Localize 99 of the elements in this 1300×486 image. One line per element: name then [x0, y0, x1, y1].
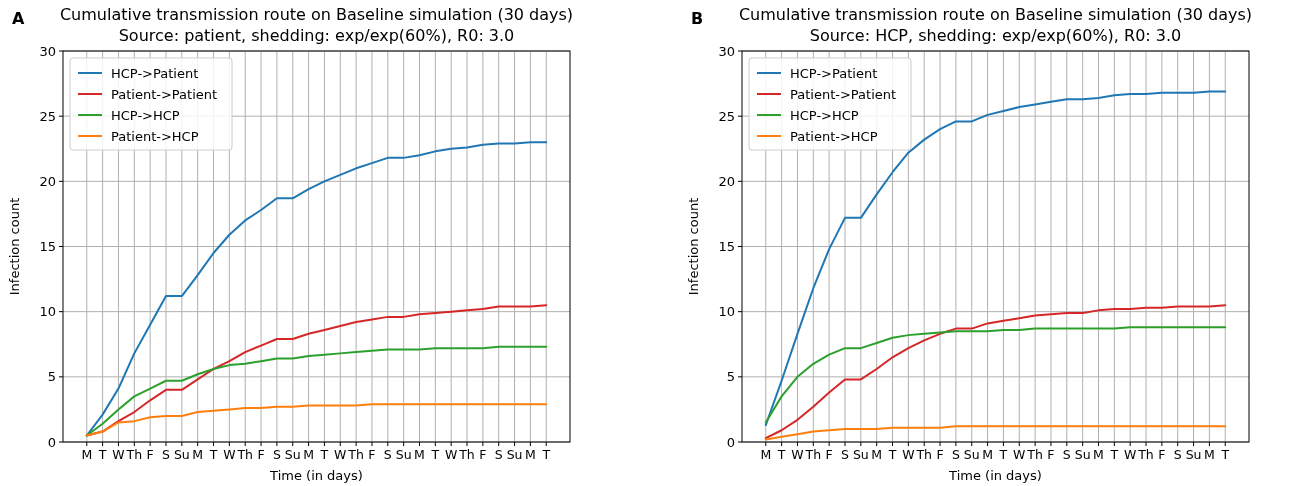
x-tick-label: M [871, 447, 883, 462]
x-tick-label: S [1173, 447, 1182, 462]
x-tick-label: S [494, 447, 503, 462]
x-tick-label: Su [852, 447, 869, 462]
x-tick-label: Su [1074, 447, 1091, 462]
legend-label: HCP->HCP [790, 107, 859, 123]
chart-title: Cumulative transmission route on Baseline simulation (30 days) [59, 5, 574, 24]
x-tick-label: T [208, 447, 218, 462]
line-series [85, 403, 548, 437]
line-series [764, 326, 1227, 424]
x-tick-label: W [902, 447, 915, 462]
y-tick-label: 20 [718, 173, 735, 189]
x-tick-label: M [414, 447, 425, 462]
x-tick-label: F [1047, 447, 1055, 462]
legend-label: HCP->Patient [790, 65, 878, 81]
x-tick-label: F [936, 447, 944, 462]
x-tick-label: M [524, 447, 536, 462]
x-tick-label: T [430, 447, 440, 462]
legend-label: Patient->Patient [111, 86, 218, 102]
line-series [85, 141, 548, 437]
x-tick-label: T [97, 447, 107, 462]
x-tick-label: Th [804, 447, 822, 462]
x-tick-label: Th [125, 447, 143, 462]
y-axis-title: Infection count [686, 197, 701, 296]
y-tick-label: 15 [718, 239, 735, 255]
x-tick-label: Th [236, 447, 253, 462]
x-tick-label: F [1158, 447, 1166, 462]
x-tick-label: T [776, 447, 786, 462]
y-tick-label: 15 [39, 239, 56, 255]
x-tick-label: S [1062, 447, 1071, 462]
y-tick-label: 0 [47, 434, 56, 450]
x-axis-title: Time (in days) [948, 468, 1042, 483]
x-tick-label: S [951, 447, 960, 462]
x-tick-label: Su [395, 447, 412, 462]
x-tick-label: Th [458, 447, 475, 462]
legend-label: HCP->Patient [111, 65, 199, 81]
x-tick-label: W [1013, 447, 1026, 462]
x-tick-label: W [791, 447, 804, 462]
y-axis-title: Infection count [7, 197, 22, 296]
x-tick-label: F [479, 447, 487, 462]
x-tick-label: T [1220, 447, 1230, 462]
x-tick-label: S [841, 447, 850, 462]
text: B [691, 9, 704, 28]
chart-subtitle: Source: HCP, shedding: exp/exp(60%), R0: 3.0 [809, 26, 1182, 45]
line-series [764, 425, 1227, 441]
x-tick-label: S [162, 447, 171, 462]
legend-label: Patient->Patient [790, 86, 897, 102]
x-tick-label: W [444, 447, 458, 462]
y-tick-label: 25 [718, 108, 735, 124]
text: A [12, 9, 25, 28]
x-tick-label: M [1093, 447, 1104, 462]
y-tick-label: 30 [718, 43, 735, 59]
x-tick-label: W [1123, 447, 1137, 462]
x-tick-label: T [998, 447, 1008, 462]
x-tick-label: T [319, 447, 329, 462]
x-tick-label: F [825, 447, 833, 462]
x-tick-label: Su [173, 447, 190, 462]
y-tick-label: 5 [47, 369, 56, 385]
x-tick-label: Su [506, 447, 523, 462]
x-tick-label: Th [915, 447, 932, 462]
x-tick-label: M [192, 447, 204, 462]
y-tick-label: 30 [39, 43, 56, 59]
chart-subtitle: Source: patient, shedding: exp/exp(60%), R0: 3.0 [118, 26, 515, 45]
chart-title: Cumulative transmission route on Baseline simulation (30 days) [738, 5, 1253, 24]
x-tick-label: T [541, 447, 551, 462]
x-tick-label: M [760, 447, 772, 462]
line-series [764, 90, 1227, 427]
x-tick-label: Th [1026, 447, 1043, 462]
y-tick-label: 10 [39, 304, 56, 320]
x-tick-label: M [1203, 447, 1215, 462]
y-tick-label: 25 [39, 108, 56, 124]
x-tick-label: Su [963, 447, 980, 462]
x-tick-label: F [146, 447, 154, 462]
legend-label: Patient->HCP [111, 128, 199, 144]
x-tick-label: S [272, 447, 281, 462]
y-tick-label: 10 [718, 304, 735, 320]
x-tick-label: F [257, 447, 265, 462]
x-tick-label: M [303, 447, 314, 462]
x-tick-label: T [1109, 447, 1119, 462]
line-series [764, 304, 1227, 440]
x-tick-label: W [223, 447, 236, 462]
x-tick-label: Su [1185, 447, 1202, 462]
x-tick-label: W [334, 447, 347, 462]
legend-label: Patient->HCP [790, 128, 878, 144]
x-tick-label: Th [1137, 447, 1154, 462]
x-tick-label: W [112, 447, 125, 462]
y-tick-label: 5 [726, 369, 735, 385]
x-tick-label: F [368, 447, 376, 462]
line-series [85, 345, 548, 437]
y-tick-label: 0 [726, 434, 735, 450]
legend-label: HCP->HCP [111, 107, 180, 123]
x-axis-title: Time (in days) [269, 468, 363, 483]
x-tick-label: Th [347, 447, 364, 462]
x-tick-label: M [81, 447, 93, 462]
y-tick-label: 20 [39, 173, 56, 189]
x-tick-label: Su [284, 447, 301, 462]
x-tick-label: S [383, 447, 392, 462]
x-tick-label: T [887, 447, 897, 462]
x-tick-label: M [982, 447, 993, 462]
